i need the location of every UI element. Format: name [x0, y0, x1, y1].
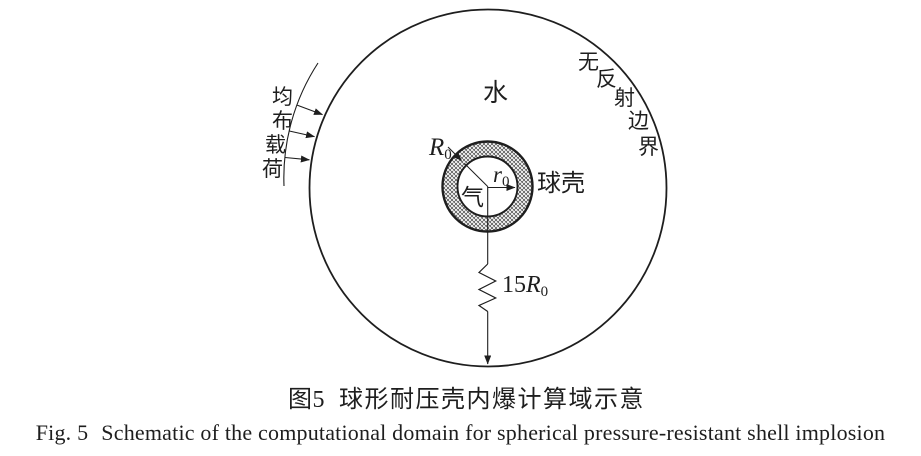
load-label-char-2: 布	[272, 109, 293, 133]
load-arrow-1	[296, 104, 323, 116]
domain-radius-prefix: 15	[502, 272, 526, 298]
outer-radius-label: R0	[429, 134, 452, 163]
shell-label: 球壳	[537, 171, 585, 197]
boundary-label-char-5: 界	[638, 135, 659, 159]
zigzag-spring	[477, 263, 498, 312]
inner-radius-subscript: 0	[501, 174, 510, 190]
outer-radius-arrow	[447, 146, 462, 161]
caption-english: Fig. 5 Schematic of the computational dom…	[0, 420, 921, 446]
inner-radius-symbol: r	[493, 162, 502, 187]
boundary-label-char-1: 无	[578, 50, 599, 74]
domain-radius-symbol: R	[526, 272, 541, 298]
caption-english-number: Fig. 5	[35, 420, 89, 445]
load-label-char-1: 均	[272, 85, 293, 109]
water-label: 水	[483, 80, 509, 107]
gas-label: 气	[461, 185, 484, 210]
outer-radius-line	[464, 163, 489, 187]
schematic-svg	[283, 8, 668, 368]
inner-radius-label: r0	[493, 162, 509, 190]
outer-radius-subscript: 0	[444, 147, 452, 163]
domain-radius-subscript: 0	[540, 284, 549, 300]
caption-chinese: 图5 球形耐压壳内爆计算域示意	[6, 379, 921, 414]
boundary-label-char-3: 射	[614, 86, 635, 110]
boundary-label-char-4: 边	[628, 109, 649, 133]
load-label-char-3: 载	[265, 133, 286, 157]
load-label-char-4: 荷	[262, 157, 283, 181]
load-arrow-3	[285, 155, 310, 163]
load-arc	[283, 62, 319, 187]
boundary-label-char-2: 反	[596, 67, 617, 91]
load-arrow-2	[289, 130, 315, 139]
caption-chinese-number: 图5	[288, 387, 325, 413]
caption-chinese-text: 球形耐压壳内爆计算域示意	[339, 387, 645, 413]
domain-boundary-circle	[308, 8, 668, 368]
outer-radius-symbol: R	[429, 134, 445, 161]
caption-english-text: Schematic of the computational domain fo…	[101, 420, 886, 445]
domain-radius-label: 15R0	[502, 272, 549, 300]
